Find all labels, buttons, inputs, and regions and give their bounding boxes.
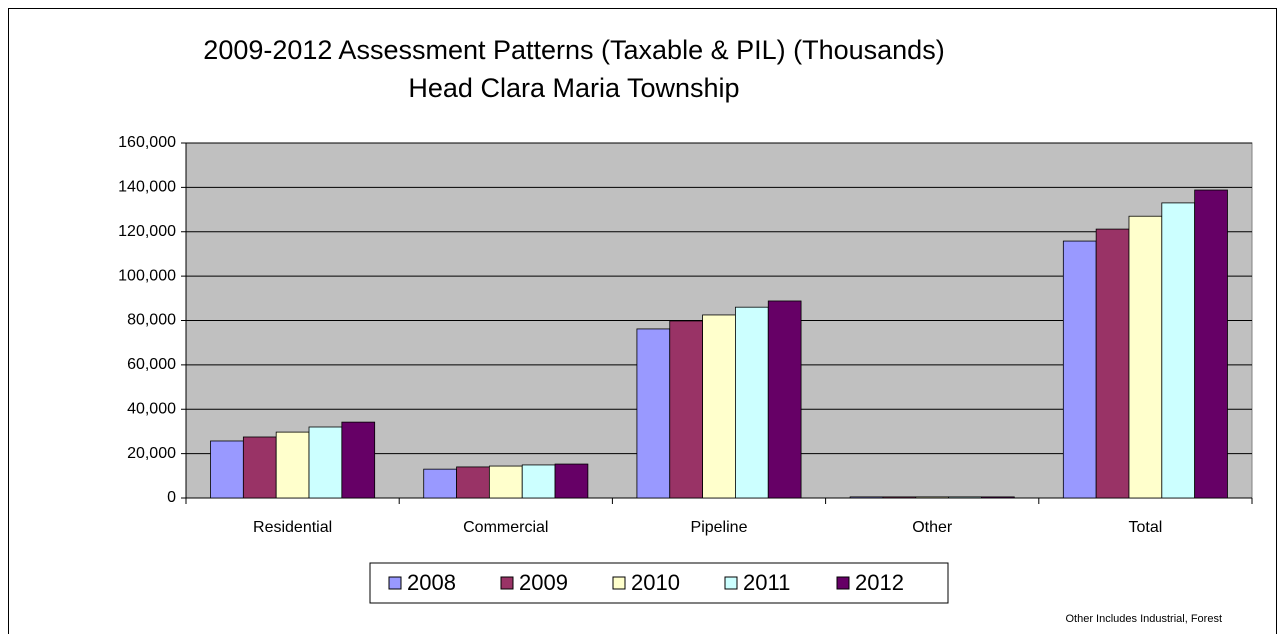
legend-swatch (388, 576, 402, 590)
bar (636, 328, 671, 499)
bar (275, 431, 310, 499)
y-tick-label: 160,000 (118, 134, 176, 151)
legend-swatch (612, 576, 626, 590)
bar (242, 436, 277, 499)
bar (210, 440, 244, 499)
bar (948, 496, 982, 499)
bar (882, 496, 917, 499)
bar (521, 464, 556, 499)
y-tick-label: 100,000 (118, 267, 176, 284)
bar (1128, 215, 1163, 499)
bar (308, 426, 343, 499)
legend-swatch (724, 576, 738, 590)
chart-subtitle: Head Clara Maria Township (408, 73, 739, 103)
legend-swatch (500, 576, 514, 590)
legend-label: 2008 (407, 570, 456, 595)
y-tick-label: 40,000 (127, 400, 176, 417)
bar (735, 306, 769, 499)
x-tick-label: Other (912, 519, 953, 536)
bar (456, 466, 490, 499)
legend-label: 2010 (631, 570, 680, 595)
y-tick-label: 120,000 (118, 223, 176, 240)
bar (669, 320, 703, 499)
legend-swatch (836, 576, 850, 590)
legend-label: 2011 (743, 570, 790, 595)
x-tick-label: Commercial (463, 519, 548, 536)
y-tick-label: 140,000 (118, 179, 176, 196)
bar (1194, 189, 1228, 499)
y-tick-label: 80,000 (127, 312, 176, 329)
bar (341, 421, 376, 499)
bar (849, 496, 884, 499)
bar (981, 496, 1015, 499)
legend-label: 2009 (519, 570, 568, 595)
legend-label: 2012 (855, 570, 904, 595)
bar (423, 468, 457, 499)
bar (1095, 228, 1130, 499)
bar (702, 314, 736, 499)
bar (767, 300, 802, 499)
bar (554, 463, 589, 499)
y-tick-label: 20,000 (127, 445, 176, 462)
x-tick-label: Pipeline (691, 519, 748, 536)
x-tick-label: Residential (253, 519, 332, 536)
bar (915, 496, 950, 499)
bar (1062, 240, 1097, 499)
bar (1161, 202, 1196, 499)
legend-box (369, 562, 949, 604)
bar (488, 465, 523, 499)
chart-title: 2009-2012 Assessment Patterns (Taxable &… (203, 35, 944, 65)
annotation: Other Includes Industrial, Forest (1065, 613, 1222, 625)
y-tick-label: 0 (167, 489, 176, 506)
x-tick-label: Total (1129, 519, 1163, 536)
y-tick-label: 60,000 (127, 356, 176, 373)
